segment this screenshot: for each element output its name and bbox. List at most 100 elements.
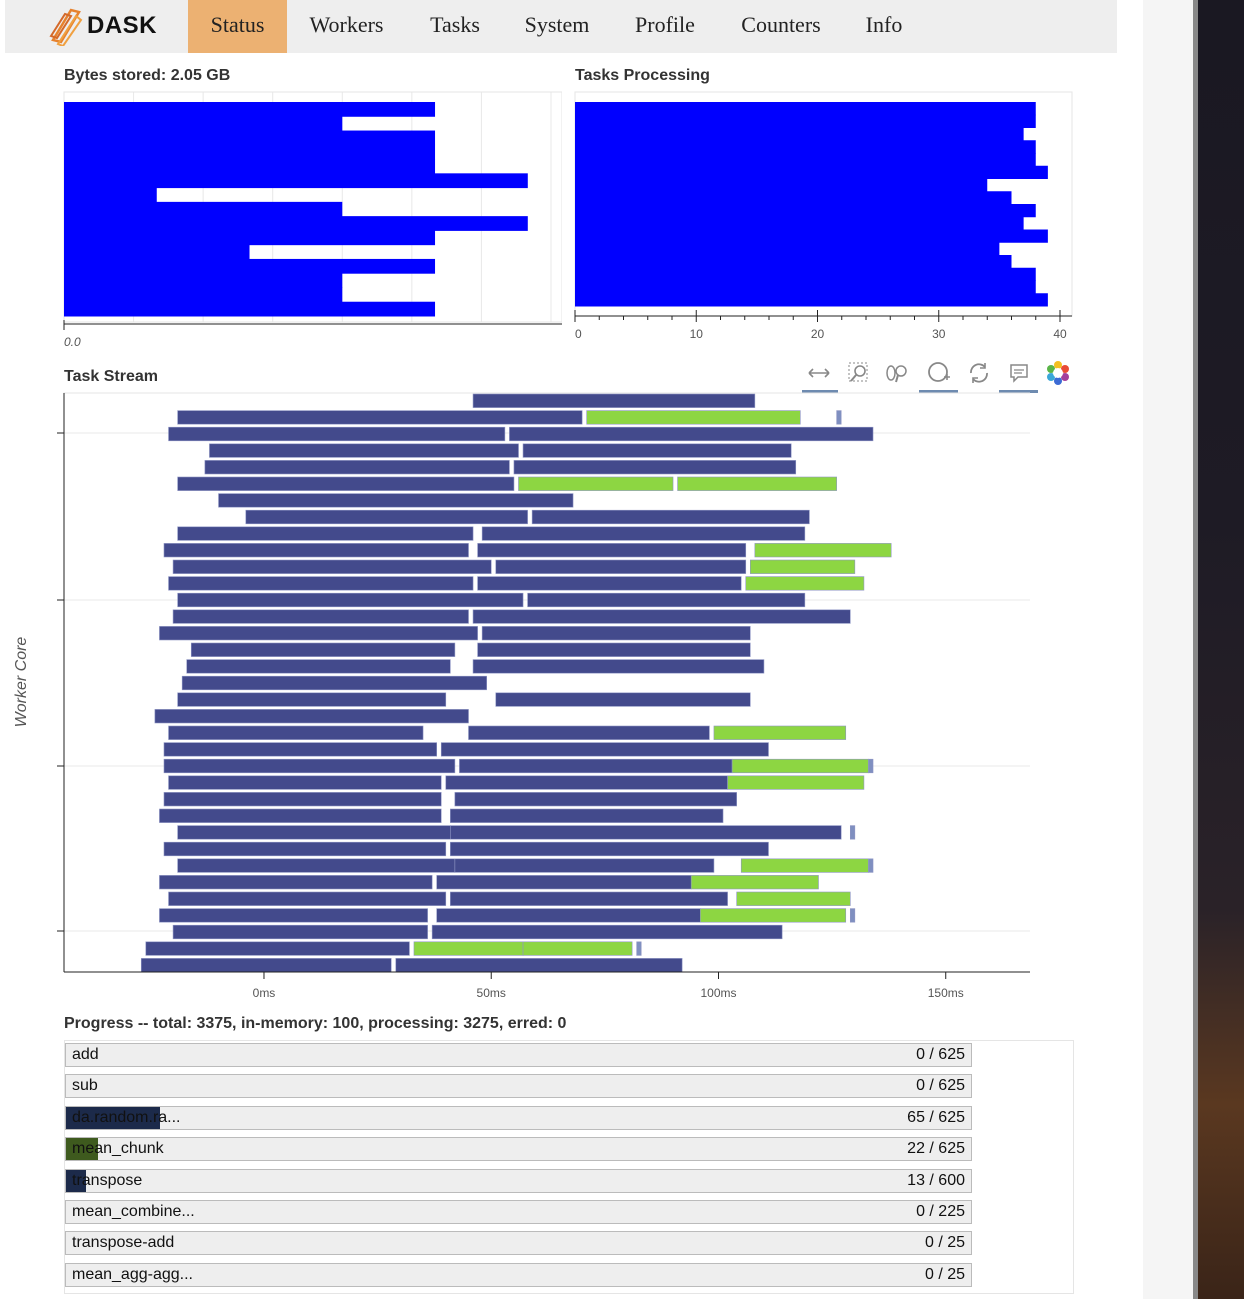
stream-task-bar[interactable] (736, 891, 851, 906)
stream-task-bar[interactable] (472, 609, 851, 624)
stream-task-bar[interactable] (245, 509, 528, 525)
stream-task-bar[interactable] (450, 841, 769, 857)
stream-task-bar[interactable] (727, 775, 865, 790)
stream-task-bar[interactable] (168, 576, 474, 591)
stream-task-bar[interactable] (468, 725, 710, 740)
stream-task-bar[interactable] (163, 543, 469, 558)
task-stream-chart[interactable]: 0ms 50ms 100ms 150ms Worker Core (0, 385, 1030, 1005)
stream-task-bar[interactable] (531, 509, 810, 525)
stream-task-bar[interactable] (168, 775, 442, 790)
tab-status[interactable]: Status (188, 0, 287, 53)
tab-system[interactable]: System (524, 12, 590, 37)
stream-task-bar[interactable] (163, 792, 442, 807)
stream-task-bar[interactable] (218, 493, 574, 508)
stream-task-bar[interactable] (868, 858, 874, 873)
stream-task-bar[interactable] (477, 642, 751, 657)
tasks-processing-chart[interactable]: 0 10 20 30 40 (568, 90, 1078, 350)
stream-task-bar[interactable] (168, 725, 424, 740)
stream-task-bar[interactable] (204, 460, 510, 475)
stream-task-bar[interactable] (522, 443, 792, 458)
stream-task-bar[interactable] (745, 576, 865, 591)
stream-task-bar[interactable] (440, 742, 769, 757)
stream-task-bar[interactable] (163, 841, 447, 857)
stream-task-bar[interactable] (172, 924, 428, 940)
tab-tasks[interactable]: Tasks (430, 12, 480, 37)
stream-task-bar[interactable] (140, 958, 392, 973)
stream-task-bar[interactable] (586, 410, 801, 425)
stream-task-bar[interactable] (472, 659, 765, 674)
stream-task-bar[interactable] (177, 476, 515, 491)
wheel-zoom-icon[interactable] (884, 360, 910, 386)
stream-task-bar[interactable] (445, 775, 728, 790)
tab-profile[interactable]: Profile (635, 12, 695, 37)
stream-task-bar[interactable] (849, 825, 856, 840)
stream-task-bar[interactable] (436, 908, 701, 923)
stream-task-bar[interactable] (431, 924, 783, 940)
stream-task-bar[interactable] (395, 958, 683, 973)
bokeh-logo-icon[interactable] (1045, 360, 1071, 386)
stream-task-bar[interactable] (159, 808, 442, 823)
stream-task-bar[interactable] (522, 941, 633, 956)
stream-task-bar[interactable] (186, 659, 451, 674)
stream-task-bar[interactable] (677, 476, 837, 491)
tab-workers[interactable]: Workers (309, 12, 384, 37)
stream-task-bar[interactable] (172, 559, 492, 574)
zoom-in-icon[interactable] (926, 360, 952, 386)
stream-task-bar[interactable] (459, 758, 733, 774)
tab-info[interactable]: Info (865, 12, 903, 37)
pan-icon[interactable] (806, 360, 832, 386)
stream-task-bar[interactable] (190, 642, 456, 657)
scrollbar[interactable] (1193, 0, 1198, 1299)
stream-task-bar[interactable] (713, 725, 847, 740)
stream-task-bar[interactable] (731, 758, 869, 774)
stream-task-bar[interactable] (477, 543, 747, 558)
stream-task-bar[interactable] (836, 410, 842, 425)
stream-task-bar[interactable] (177, 825, 451, 840)
stream-task-bar[interactable] (481, 526, 806, 541)
stream-task-bar[interactable] (636, 941, 642, 956)
stream-task-bar[interactable] (163, 758, 456, 774)
stream-task-bar[interactable] (163, 742, 437, 757)
stream-task-bar[interactable] (513, 460, 797, 475)
tab-counters[interactable]: Counters (741, 12, 821, 37)
stream-task-bar[interactable] (495, 692, 751, 707)
stream-task-bar[interactable] (454, 858, 715, 873)
stream-task-bar[interactable] (754, 543, 892, 558)
stream-task-bar[interactable] (168, 426, 506, 442)
stream-task-bar[interactable] (450, 825, 842, 840)
stream-task-bar[interactable] (481, 626, 751, 641)
box-zoom-icon[interactable] (846, 360, 872, 386)
stream-task-bar[interactable] (495, 559, 747, 574)
dask-logo[interactable]: DASK (49, 4, 157, 48)
stream-task-bar[interactable] (154, 709, 469, 724)
stream-task-bar[interactable] (509, 426, 874, 442)
stream-task-bar[interactable] (209, 443, 519, 458)
stream-task-bar[interactable] (177, 410, 583, 425)
stream-task-bar[interactable] (177, 592, 524, 608)
stream-task-bar[interactable] (181, 675, 487, 691)
stream-task-bar[interactable] (700, 908, 847, 923)
stream-task-bar[interactable] (413, 941, 524, 956)
bytes-stored-chart[interactable]: 0.0 (62, 90, 562, 350)
stream-task-bar[interactable] (159, 626, 478, 641)
stream-task-bar[interactable] (168, 891, 447, 906)
stream-task-bar[interactable] (740, 858, 869, 873)
stream-task-bar[interactable] (750, 559, 856, 574)
hover-icon[interactable] (1006, 360, 1032, 386)
stream-task-bar[interactable] (518, 476, 674, 491)
stream-task-bar[interactable] (177, 692, 447, 707)
stream-task-bar[interactable] (159, 908, 428, 923)
stream-task-bar[interactable] (450, 891, 728, 906)
stream-task-bar[interactable] (177, 526, 474, 541)
stream-task-bar[interactable] (159, 875, 433, 890)
stream-task-bar[interactable] (172, 609, 469, 624)
stream-task-bar[interactable] (868, 758, 874, 774)
stream-task-bar[interactable] (690, 875, 819, 890)
stream-task-bar[interactable] (477, 576, 742, 591)
stream-task-bar[interactable] (436, 875, 692, 890)
stream-task-bar[interactable] (177, 858, 456, 873)
stream-task-bar[interactable] (450, 808, 724, 823)
stream-task-bar[interactable] (527, 592, 806, 608)
stream-task-bar[interactable] (472, 393, 756, 408)
stream-task-bar[interactable] (145, 941, 410, 956)
